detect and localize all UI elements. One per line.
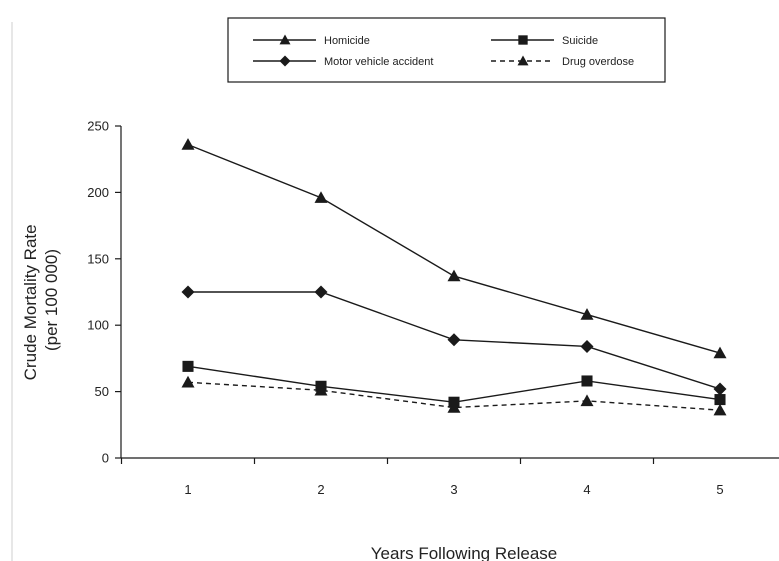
- data-point-diamond: [581, 340, 594, 353]
- y-axis-title: Crude Mortality Rate (per 100 000): [21, 220, 61, 381]
- data-point-diamond: [714, 382, 727, 395]
- legend-label: Drug overdose: [562, 56, 634, 68]
- data-point-square: [182, 361, 193, 372]
- legend-box: [228, 18, 665, 82]
- data-point-diamond: [448, 333, 461, 346]
- y-tick-label: 50: [95, 384, 109, 399]
- series-drug-overdose: [182, 376, 727, 416]
- legend-label: Motor vehicle accident: [324, 56, 433, 68]
- x-tick-label: 1: [184, 482, 191, 497]
- data-point-diamond: [315, 286, 328, 299]
- legend-label: Suicide: [562, 35, 598, 47]
- data-point-triangle: [581, 394, 594, 406]
- data-point-triangle: [448, 270, 461, 282]
- series-suicide: [182, 361, 725, 408]
- y-axis-title-line-2: (per 100 000): [42, 249, 61, 351]
- data-point-diamond: [182, 286, 195, 299]
- data-point-square: [714, 394, 725, 405]
- y-tick-label: 250: [87, 119, 109, 134]
- legend-label: Homicide: [324, 35, 370, 47]
- data-point-triangle: [714, 404, 727, 416]
- x-tick-label: 2: [317, 482, 324, 497]
- x-axis-title: Years Following Release: [371, 544, 557, 561]
- legend: Homicide Suicide Motor vehicle accident Dru…: [228, 18, 665, 82]
- axes: 0 50 100 150 200 250 1 2 3 4 5: [87, 119, 779, 498]
- legend-marker-square: [518, 35, 527, 44]
- y-tick-label: 200: [87, 185, 109, 200]
- x-tick-label: 4: [583, 482, 590, 497]
- data-point-square: [581, 375, 592, 386]
- series-motor-vehicle-accident: [182, 286, 727, 396]
- series-layer: [182, 138, 727, 415]
- x-tick-label: 3: [450, 482, 457, 497]
- y-tick-label: 100: [87, 318, 109, 333]
- y-axis-title-line-1: Crude Mortality Rate: [21, 224, 40, 380]
- series-line: [188, 145, 720, 353]
- data-point-triangle: [315, 191, 328, 203]
- series-homicide: [182, 138, 727, 358]
- data-point-triangle: [182, 376, 195, 388]
- x-tick-label: 5: [716, 482, 723, 497]
- y-tick-label: 0: [102, 451, 109, 466]
- data-point-square: [448, 397, 459, 408]
- data-point-triangle: [182, 138, 195, 150]
- data-point-square: [315, 381, 326, 392]
- y-tick-label: 150: [87, 251, 109, 266]
